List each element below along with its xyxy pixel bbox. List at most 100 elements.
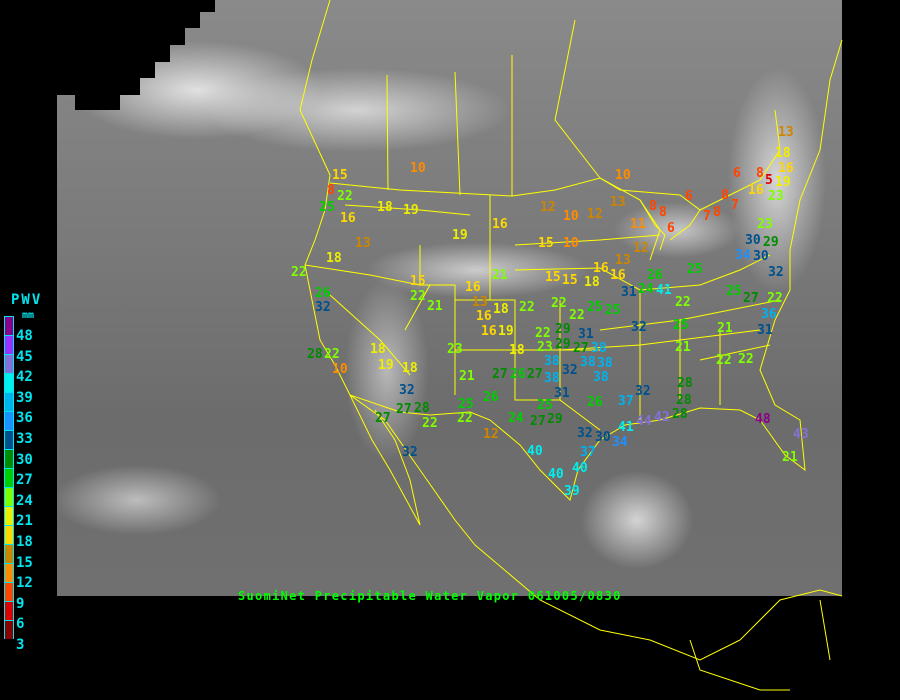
station-pwv-label: 39 xyxy=(564,483,580,499)
station-pwv-label: 27 xyxy=(492,366,508,382)
legend-label: 21 xyxy=(16,513,33,530)
legend-swatch xyxy=(4,392,14,411)
station-pwv-label: 28 xyxy=(414,400,430,416)
boundary-line xyxy=(386,74,389,191)
legend-swatch xyxy=(4,582,14,601)
boundary-line xyxy=(344,204,471,216)
station-pwv-label: 16 xyxy=(748,182,764,198)
station-pwv-label: 23 xyxy=(757,216,773,232)
station-pwv-label: 13 xyxy=(610,194,626,210)
station-pwv-label: 36 xyxy=(761,306,777,322)
station-pwv-label: 22 xyxy=(551,295,567,311)
legend-swatch xyxy=(4,373,14,392)
legend-swatch xyxy=(4,411,14,430)
station-pwv-label: 12 xyxy=(483,426,499,442)
legend-title: PWV xyxy=(11,292,43,308)
station-pwv-label: 7 xyxy=(703,208,711,224)
station-pwv-label: 22 xyxy=(535,325,551,341)
station-pwv-label: 22 xyxy=(337,188,353,204)
boundary-line xyxy=(329,294,411,376)
legend-label: 33 xyxy=(16,431,33,447)
station-pwv-label: 19 xyxy=(452,227,468,243)
station-pwv-label: 25 xyxy=(605,302,621,318)
station-pwv-label: 25 xyxy=(319,199,335,215)
station-pwv-label: 38 xyxy=(544,353,560,369)
legend-label: 12 xyxy=(16,575,33,592)
station-pwv-label: 8 xyxy=(659,204,667,220)
station-pwv-label: 25 xyxy=(687,261,703,277)
boundary-line xyxy=(349,39,843,501)
station-pwv-label: 16 xyxy=(778,160,794,176)
legend-swatch xyxy=(4,316,14,335)
station-pwv-label: 18 xyxy=(402,360,418,376)
station-pwv-label: 16 xyxy=(481,323,497,339)
boundary-line xyxy=(299,0,741,661)
station-pwv-label: 32 xyxy=(631,319,647,335)
station-pwv-label: 23 xyxy=(537,339,553,355)
legend-swatch xyxy=(4,563,14,582)
station-pwv-label: 21 xyxy=(782,449,798,465)
boundary-line xyxy=(739,589,843,641)
legend-label: 42 xyxy=(16,369,33,386)
station-pwv-label: 15 xyxy=(410,273,426,289)
station-pwv-label: 15 xyxy=(545,269,561,285)
station-pwv-label: 26 xyxy=(483,389,499,405)
station-pwv-label: 6 xyxy=(733,165,741,181)
station-pwv-label: 10 xyxy=(563,235,579,251)
station-pwv-label: 38 xyxy=(544,370,560,386)
station-pwv-label: 27 xyxy=(573,340,589,356)
station-pwv-label: 18 xyxy=(584,274,600,290)
station-pwv-label: 25 xyxy=(673,317,689,333)
legend-swatch xyxy=(4,544,14,563)
station-pwv-label: 40 xyxy=(527,443,543,459)
station-pwv-label: 16 xyxy=(476,308,492,324)
station-pwv-label: 38 xyxy=(597,355,613,371)
station-pwv-label: 16 xyxy=(593,260,609,276)
station-pwv-label: 27 xyxy=(527,366,543,382)
legend-swatch xyxy=(4,487,14,506)
station-pwv-label: 13 xyxy=(778,124,794,140)
station-pwv-label: 22 xyxy=(324,346,340,362)
boundary-line xyxy=(454,71,461,196)
station-pwv-label: 18 xyxy=(509,342,525,358)
station-pwv-label: 24 xyxy=(508,410,524,426)
station-pwv-label: 24 xyxy=(638,281,654,297)
legend-label: 27 xyxy=(16,472,33,489)
station-pwv-label: 15 xyxy=(562,272,578,288)
station-pwv-label: 38 xyxy=(591,340,607,356)
station-pwv-label: 10 xyxy=(410,160,426,176)
station-pwv-label: 32 xyxy=(635,383,651,399)
station-pwv-label: 32 xyxy=(399,382,415,398)
station-pwv-label: 22 xyxy=(716,352,732,368)
boundary-line xyxy=(689,639,790,691)
station-pwv-label: 25 xyxy=(537,397,553,413)
boundary-line xyxy=(819,599,831,661)
boundary-line xyxy=(455,329,761,351)
station-pwv-label: 29 xyxy=(555,336,571,352)
station-pwv-label: 44 xyxy=(636,413,652,429)
station-pwv-label: 8 xyxy=(721,187,729,203)
station-pwv-label: 19 xyxy=(498,323,514,339)
station-pwv-label: 34 xyxy=(735,247,751,263)
legend-label: 24 xyxy=(16,492,33,509)
station-pwv-label: 41 xyxy=(656,282,672,298)
boundary-line xyxy=(514,350,560,401)
station-pwv-label: 25 xyxy=(458,396,474,412)
station-pwv-label: 48 xyxy=(755,411,771,427)
station-pwv-label: 26 xyxy=(587,394,603,410)
station-pwv-label: 19 xyxy=(775,174,791,190)
station-pwv-label: 18 xyxy=(377,199,393,215)
station-pwv-label: 22 xyxy=(738,351,754,367)
station-pwv-label: 32 xyxy=(315,299,331,315)
station-pwv-label: 22 xyxy=(457,410,473,426)
station-pwv-label: 43 xyxy=(793,426,809,442)
station-pwv-label: 11 xyxy=(630,216,646,232)
station-pwv-label: 21 xyxy=(492,267,508,283)
station-pwv-label: 29 xyxy=(555,321,571,337)
legend-label: 45 xyxy=(16,348,33,365)
legend-swatch xyxy=(4,430,14,449)
station-pwv-label: 10 xyxy=(615,167,631,183)
station-pwv-label: 8 xyxy=(713,204,721,220)
